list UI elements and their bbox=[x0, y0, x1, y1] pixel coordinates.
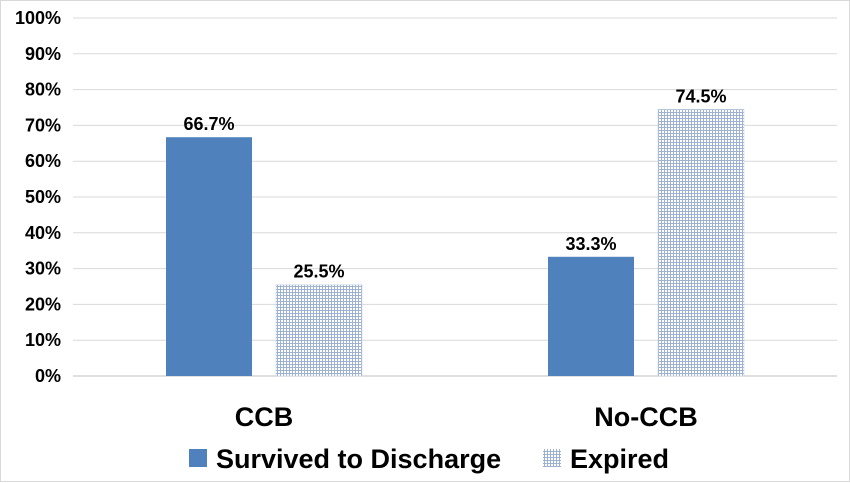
y-tick-label: 70% bbox=[25, 115, 61, 135]
y-tick-label: 90% bbox=[25, 44, 61, 64]
category-label: CCB bbox=[235, 402, 294, 432]
y-tick-label: 40% bbox=[25, 223, 61, 243]
data-label: 66.7% bbox=[183, 114, 234, 134]
y-tick-label: 20% bbox=[25, 294, 61, 314]
y-tick-label: 60% bbox=[25, 151, 61, 171]
legend-swatch bbox=[543, 449, 561, 467]
bar-expired-no-ccb bbox=[657, 109, 745, 377]
legend: Survived to Discharge Expired bbox=[189, 444, 669, 474]
y-tick-label: 0% bbox=[35, 366, 61, 386]
bars bbox=[166, 109, 745, 377]
data-labels: 66.7% 25.5% 33.3% 74.5% bbox=[183, 86, 726, 281]
data-label: 74.5% bbox=[675, 86, 726, 106]
y-tick-label: 50% bbox=[25, 187, 61, 207]
data-label: 25.5% bbox=[293, 262, 344, 282]
bar-survived-to-discharge-no-ccb bbox=[548, 256, 634, 376]
legend-label: Expired bbox=[570, 444, 669, 474]
data-label: 33.3% bbox=[565, 234, 616, 254]
y-tick-label: 100% bbox=[15, 8, 61, 28]
y-tick-label: 80% bbox=[25, 80, 61, 100]
category-labels: CCB No-CCB bbox=[235, 402, 698, 432]
category-label: No-CCB bbox=[594, 402, 697, 432]
legend-swatch bbox=[189, 449, 207, 467]
bar-expired-ccb bbox=[275, 284, 363, 377]
y-tick-label: 10% bbox=[25, 330, 61, 350]
bar-survived-to-discharge-ccb bbox=[166, 137, 252, 376]
y-tick-label: 30% bbox=[25, 259, 61, 279]
legend-label: Survived to Discharge bbox=[216, 444, 501, 474]
y-axis-tick-labels: 0% 10% 20% 30% 40% 50% 60% 70% 80% 90% 100% bbox=[15, 8, 61, 386]
